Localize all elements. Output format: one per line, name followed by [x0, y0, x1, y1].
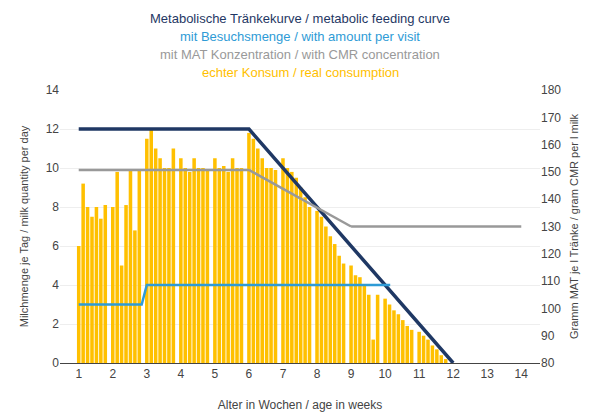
- svg-text:Alter in Wochen / age in weeks: Alter in Wochen / age in weeks: [218, 398, 383, 412]
- svg-text:160: 160: [541, 138, 561, 152]
- svg-text:8: 8: [52, 200, 59, 214]
- svg-text:170: 170: [541, 111, 561, 125]
- svg-text:100: 100: [541, 302, 561, 316]
- svg-text:9: 9: [348, 367, 355, 381]
- svg-text:7: 7: [280, 367, 287, 381]
- svg-text:echter Konsum / real consumpti: echter Konsum / real consumption: [202, 65, 399, 80]
- svg-text:Metabolische Tränkekurve / met: Metabolische Tränkekurve / metabolic fee…: [150, 11, 450, 26]
- svg-text:2: 2: [52, 317, 59, 331]
- svg-text:mit Besuchsmenge / with amount: mit Besuchsmenge / with amount per visit: [180, 29, 420, 44]
- svg-text:10: 10: [378, 367, 392, 381]
- svg-text:10: 10: [46, 161, 60, 175]
- svg-text:180: 180: [541, 83, 561, 97]
- svg-text:Milchmenge je Tag / milk quant: Milchmenge je Tag / milk quantity per da…: [18, 125, 30, 327]
- svg-text:1: 1: [75, 367, 82, 381]
- svg-text:90: 90: [541, 329, 555, 343]
- svg-text:130: 130: [541, 220, 561, 234]
- svg-text:8: 8: [314, 367, 321, 381]
- svg-text:0: 0: [52, 356, 59, 370]
- svg-text:mit MAT Konzentration / with C: mit MAT Konzentration / with CMR concent…: [160, 47, 440, 62]
- svg-text:14: 14: [515, 367, 529, 381]
- svg-text:150: 150: [541, 165, 561, 179]
- svg-text:12: 12: [46, 122, 60, 136]
- svg-text:120: 120: [541, 247, 561, 261]
- svg-text:4: 4: [52, 278, 59, 292]
- svg-text:110: 110: [541, 274, 560, 288]
- svg-text:14: 14: [46, 83, 60, 97]
- svg-text:3: 3: [143, 367, 150, 381]
- svg-text:2: 2: [109, 367, 116, 381]
- svg-text:6: 6: [52, 239, 59, 253]
- svg-text:11: 11: [413, 367, 426, 381]
- svg-text:Gramm MAT je l Tränke / gram C: Gramm MAT je l Tränke / gram CMR per l m…: [568, 113, 580, 339]
- svg-text:80: 80: [541, 356, 555, 370]
- svg-text:140: 140: [541, 192, 561, 206]
- svg-text:13: 13: [481, 367, 495, 381]
- svg-text:5: 5: [212, 367, 219, 381]
- svg-text:4: 4: [178, 367, 185, 381]
- svg-text:6: 6: [246, 367, 253, 381]
- svg-text:12: 12: [447, 367, 461, 381]
